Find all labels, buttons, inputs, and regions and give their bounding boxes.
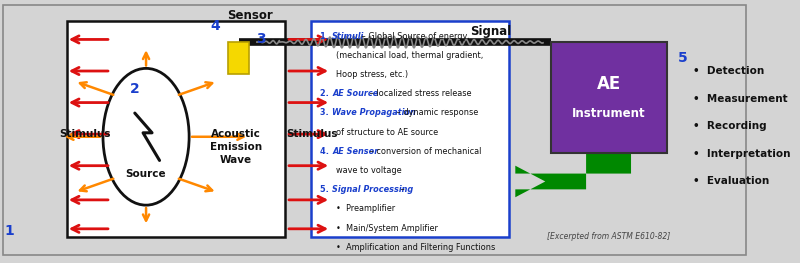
Text: 3.: 3.: [320, 108, 331, 117]
Text: •  Measurement: • Measurement: [693, 94, 787, 104]
Text: AE: AE: [597, 75, 621, 93]
Text: •  Interpretation: • Interpretation: [693, 149, 790, 159]
Polygon shape: [515, 153, 631, 197]
Bar: [550, 42, 666, 153]
Text: •  Detection: • Detection: [693, 66, 764, 76]
Text: – conversion of mechanical: – conversion of mechanical: [367, 147, 482, 156]
Text: Hoop stress, etc.): Hoop stress, etc.): [336, 70, 409, 79]
Text: 3: 3: [256, 32, 266, 47]
Text: wave to voltage: wave to voltage: [336, 166, 402, 175]
Text: – localized stress release: – localized stress release: [367, 89, 472, 98]
Text: Stimulus: Stimulus: [286, 129, 338, 139]
Text: 4: 4: [210, 19, 220, 33]
Text: –: –: [398, 185, 405, 194]
Bar: [67, 21, 285, 237]
Text: •  Amplification and Filtering Functions: • Amplification and Filtering Functions: [336, 243, 495, 252]
Text: AE Sensor: AE Sensor: [332, 147, 378, 156]
Text: 5: 5: [678, 51, 688, 65]
Text: Signal: Signal: [470, 25, 511, 38]
Text: Acoustic
Emission
Wave: Acoustic Emission Wave: [210, 129, 262, 165]
Text: •  Main/System Amplifier: • Main/System Amplifier: [336, 224, 438, 232]
Bar: [229, 42, 250, 74]
Text: Instrument: Instrument: [572, 107, 646, 120]
Text: •  Recording: • Recording: [693, 121, 766, 131]
Text: Wave Propagation: Wave Propagation: [332, 108, 416, 117]
Text: 4.: 4.: [320, 147, 331, 156]
Text: Source: Source: [126, 169, 166, 179]
Text: 1: 1: [4, 224, 14, 239]
Text: – Global Source of energy,: – Global Source of energy,: [359, 32, 470, 41]
Text: Signal Processing: Signal Processing: [332, 185, 414, 194]
Text: 2.: 2.: [320, 89, 331, 98]
Text: AE Source: AE Source: [332, 89, 378, 98]
Text: Stimulus: Stimulus: [59, 129, 110, 139]
Text: •  Evaluation: • Evaluation: [693, 176, 769, 186]
Text: Sensor: Sensor: [227, 9, 273, 22]
Text: Stimuli: Stimuli: [332, 32, 365, 41]
Text: 2: 2: [130, 82, 140, 97]
Text: – dynamic response: – dynamic response: [394, 108, 478, 117]
Bar: [311, 21, 510, 237]
Text: 5.: 5.: [320, 185, 331, 194]
Text: 1.: 1.: [320, 32, 331, 41]
Text: [Excerpted from ASTM E610-82]: [Excerpted from ASTM E610-82]: [547, 232, 670, 241]
Text: •  Preamplifier: • Preamplifier: [336, 204, 395, 213]
Text: (mechanical load, thermal gradient,: (mechanical load, thermal gradient,: [336, 51, 484, 60]
Text: of structure to AE source: of structure to AE source: [336, 128, 438, 136]
